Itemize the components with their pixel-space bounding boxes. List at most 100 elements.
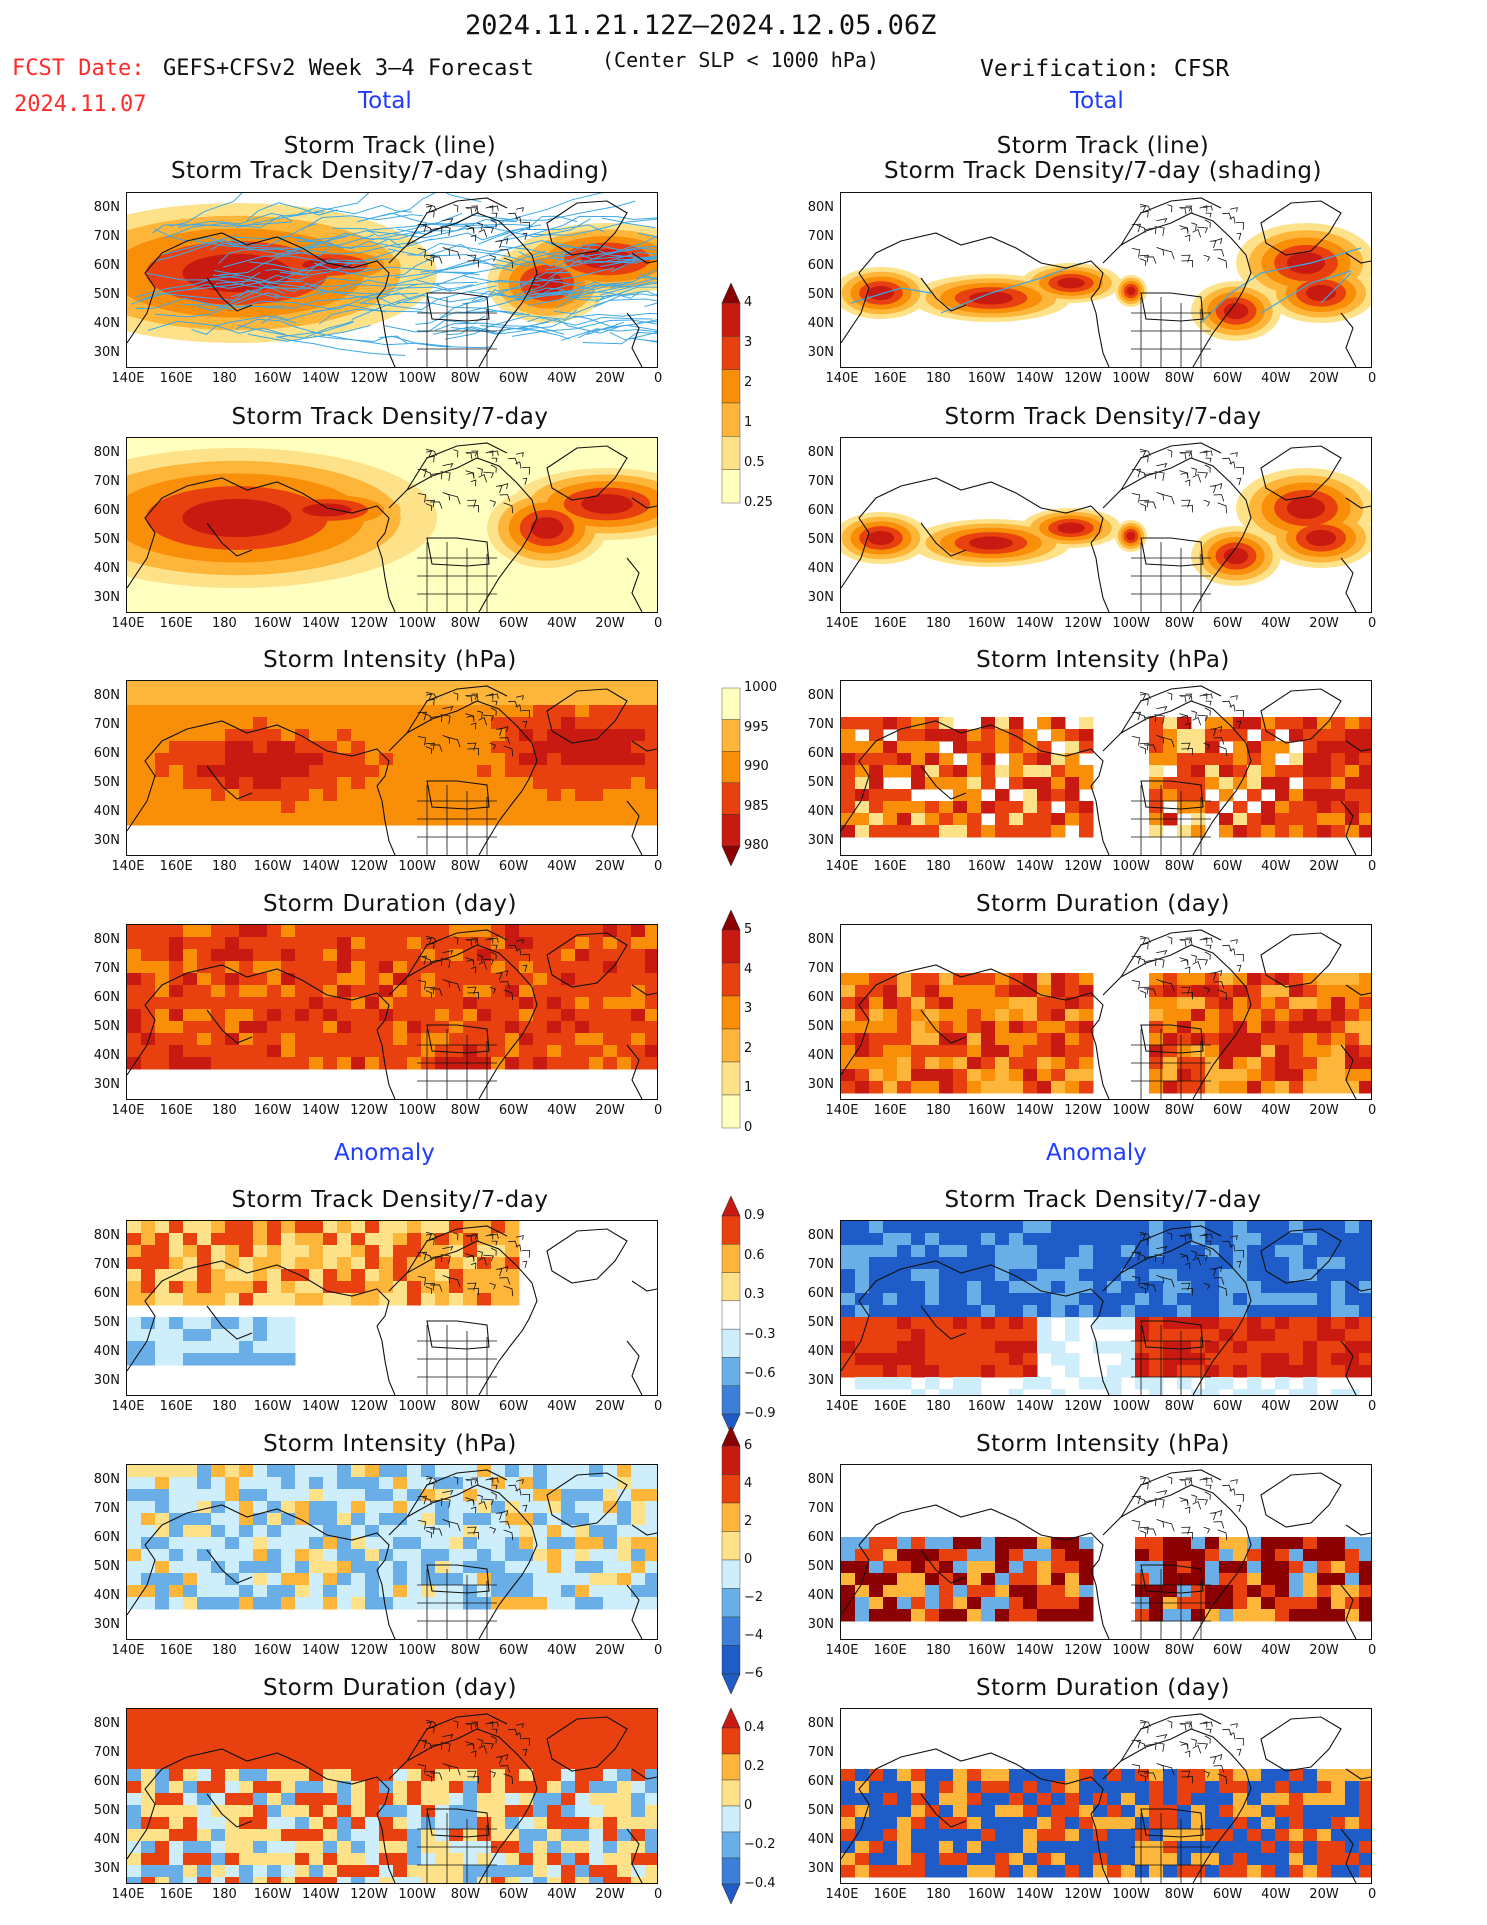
lat-tick-label: 70N [93,961,120,976]
lon-tick-label: 120W [1064,1399,1102,1414]
panel-title-track-shading-left: Storm Track Density/7-day (shading) [171,158,609,184]
panel-title-duration-left: Storm Duration (day) [263,891,517,917]
lon-tick-label: 140W [301,371,340,386]
section-anomaly-left: Anomaly [334,1140,435,1166]
colorbar-intensity-anom-label: −2 [744,1590,764,1605]
lon-tick-label: 180 [211,1399,237,1414]
map-intensity-anom-observed [840,1464,1372,1640]
lon-tick-label: 160W [253,371,292,386]
condition-text: (Center SLP < 1000 hPa) [602,48,879,72]
lon-tick-label: 100W [1112,1887,1151,1902]
period-title: 2024.11.21.12Z–2024.12.05.06Z [465,10,937,41]
lat-tick-label: 40N [93,1832,120,1847]
lon-tick-label: 180 [211,1887,237,1902]
lon-tick-label: 140E [825,859,859,874]
verification-title: Verification: CFSR [980,56,1230,82]
lon-tick-label: 100W [398,1643,437,1658]
lon-tick-label: 180 [925,371,951,386]
lat-tick-label: 70N [93,717,120,732]
lon-tick-label: 0 [1368,371,1377,386]
lon-tick-label: 160E [159,1643,193,1658]
lon-tick-label: 160W [967,859,1006,874]
lon-tick-label: 140W [1015,1643,1054,1658]
lon-tick-label: 160W [967,1887,1006,1902]
lon-tick-label: 100W [398,1887,437,1902]
lat-tick-label: 60N [93,1774,120,1789]
map-intensity-forecast [126,680,658,856]
lon-tick-label: 40W [547,1103,577,1118]
lon-tick-label: 40W [1261,1103,1291,1118]
lat-tick-label: 40N [93,1048,120,1063]
lat-tick-label: 30N [93,590,120,605]
lon-tick-label: 160E [159,1103,193,1118]
lat-tick-label: 40N [807,316,834,331]
colorbar-density-label: 0.25 [744,495,773,510]
lon-tick-label: 20W [1309,859,1339,874]
lon-tick-label: 160W [253,616,292,631]
colorbar-duration-anom-label: −0.2 [744,1837,776,1852]
lon-tick-label: 60W [1212,1643,1243,1658]
lon-tick-label: 180 [925,1399,951,1414]
lon-tick-label: 120W [350,371,388,386]
lon-tick-label: 140E [111,371,145,386]
lon-tick-label: 120W [350,616,388,631]
lat-tick-label: 40N [93,561,120,576]
lon-tick-label: 60W [1212,1399,1243,1414]
coastline-layer [841,1469,1371,1639]
lon-tick-label: 120W [1064,859,1102,874]
lat-tick-label: 30N [93,1373,120,1388]
lat-tick-label: 80N [93,932,120,947]
intensity-field [841,717,1371,838]
density-anomaly-field [127,1221,520,1366]
lat-tick-label: 50N [807,1315,834,1330]
lon-tick-label: 80W [450,859,481,874]
lon-tick-label: 40W [547,1887,577,1902]
lat-tick-label: 30N [93,1077,120,1092]
lon-tick-label: 180 [211,1643,237,1658]
lat-tick-label: 80N [807,1716,834,1731]
lat-tick-label: 40N [93,804,120,819]
lat-tick-label: 60N [93,1530,120,1545]
lon-tick-label: 140W [301,1887,340,1902]
colorbar-density-label: 0.5 [744,455,765,470]
lon-tick-label: 140E [111,1103,145,1118]
lon-tick-label: 100W [398,616,437,631]
lon-tick-label: 160W [967,371,1006,386]
colorbar-intensity-anom-label: 0 [744,1552,753,1567]
colorbar-density-anom-label: 0.6 [744,1247,765,1263]
lon-tick-label: 160E [159,1887,193,1902]
lon-tick-label: 20W [595,859,625,874]
colorbar-duration-anom-label: 0.4 [744,1720,765,1735]
colorbar-intensity-anom-label: −4 [744,1628,764,1643]
lat-tick-label: 80N [93,200,120,215]
density-shading [841,223,1371,341]
lon-tick-label: 0 [1368,1103,1377,1118]
lon-tick-label: 140W [301,1643,340,1658]
lat-tick-label: 50N [93,1559,120,1574]
lat-tick-label: 70N [93,474,120,489]
lat-tick-label: 40N [93,1588,120,1603]
lat-tick-label: 70N [93,1501,120,1516]
colorbar-duration-anom-label: 0 [744,1798,753,1813]
lon-tick-label: 120W [350,1887,388,1902]
lon-tick-label: 100W [398,1399,437,1414]
lon-tick-label: 160E [873,1643,907,1658]
lat-tick-label: 40N [807,1832,834,1847]
lon-tick-label: 80W [450,1103,481,1118]
lon-tick-label: 180 [211,1103,237,1118]
lon-tick-label: 120W [350,1399,388,1414]
lon-tick-label: 20W [1309,1399,1339,1414]
coastline-layer [841,929,1371,1099]
model-title: GEFS+CFSv2 Week 3–4 Forecast [163,56,534,81]
lon-tick-label: 40W [547,1399,577,1414]
lon-tick-label: 40W [1261,1399,1291,1414]
lat-tick-label: 50N [93,532,120,547]
map-duration-observed [840,924,1372,1100]
lon-tick-label: 80W [1164,1643,1195,1658]
storm-track-lines [850,247,1362,324]
lon-tick-label: 180 [925,1887,951,1902]
lon-tick-label: 140W [1015,1887,1054,1902]
lon-tick-label: 140E [111,1399,145,1414]
colorbar-intensity-anom-label: −6 [744,1666,764,1681]
lat-tick-label: 80N [807,688,834,703]
